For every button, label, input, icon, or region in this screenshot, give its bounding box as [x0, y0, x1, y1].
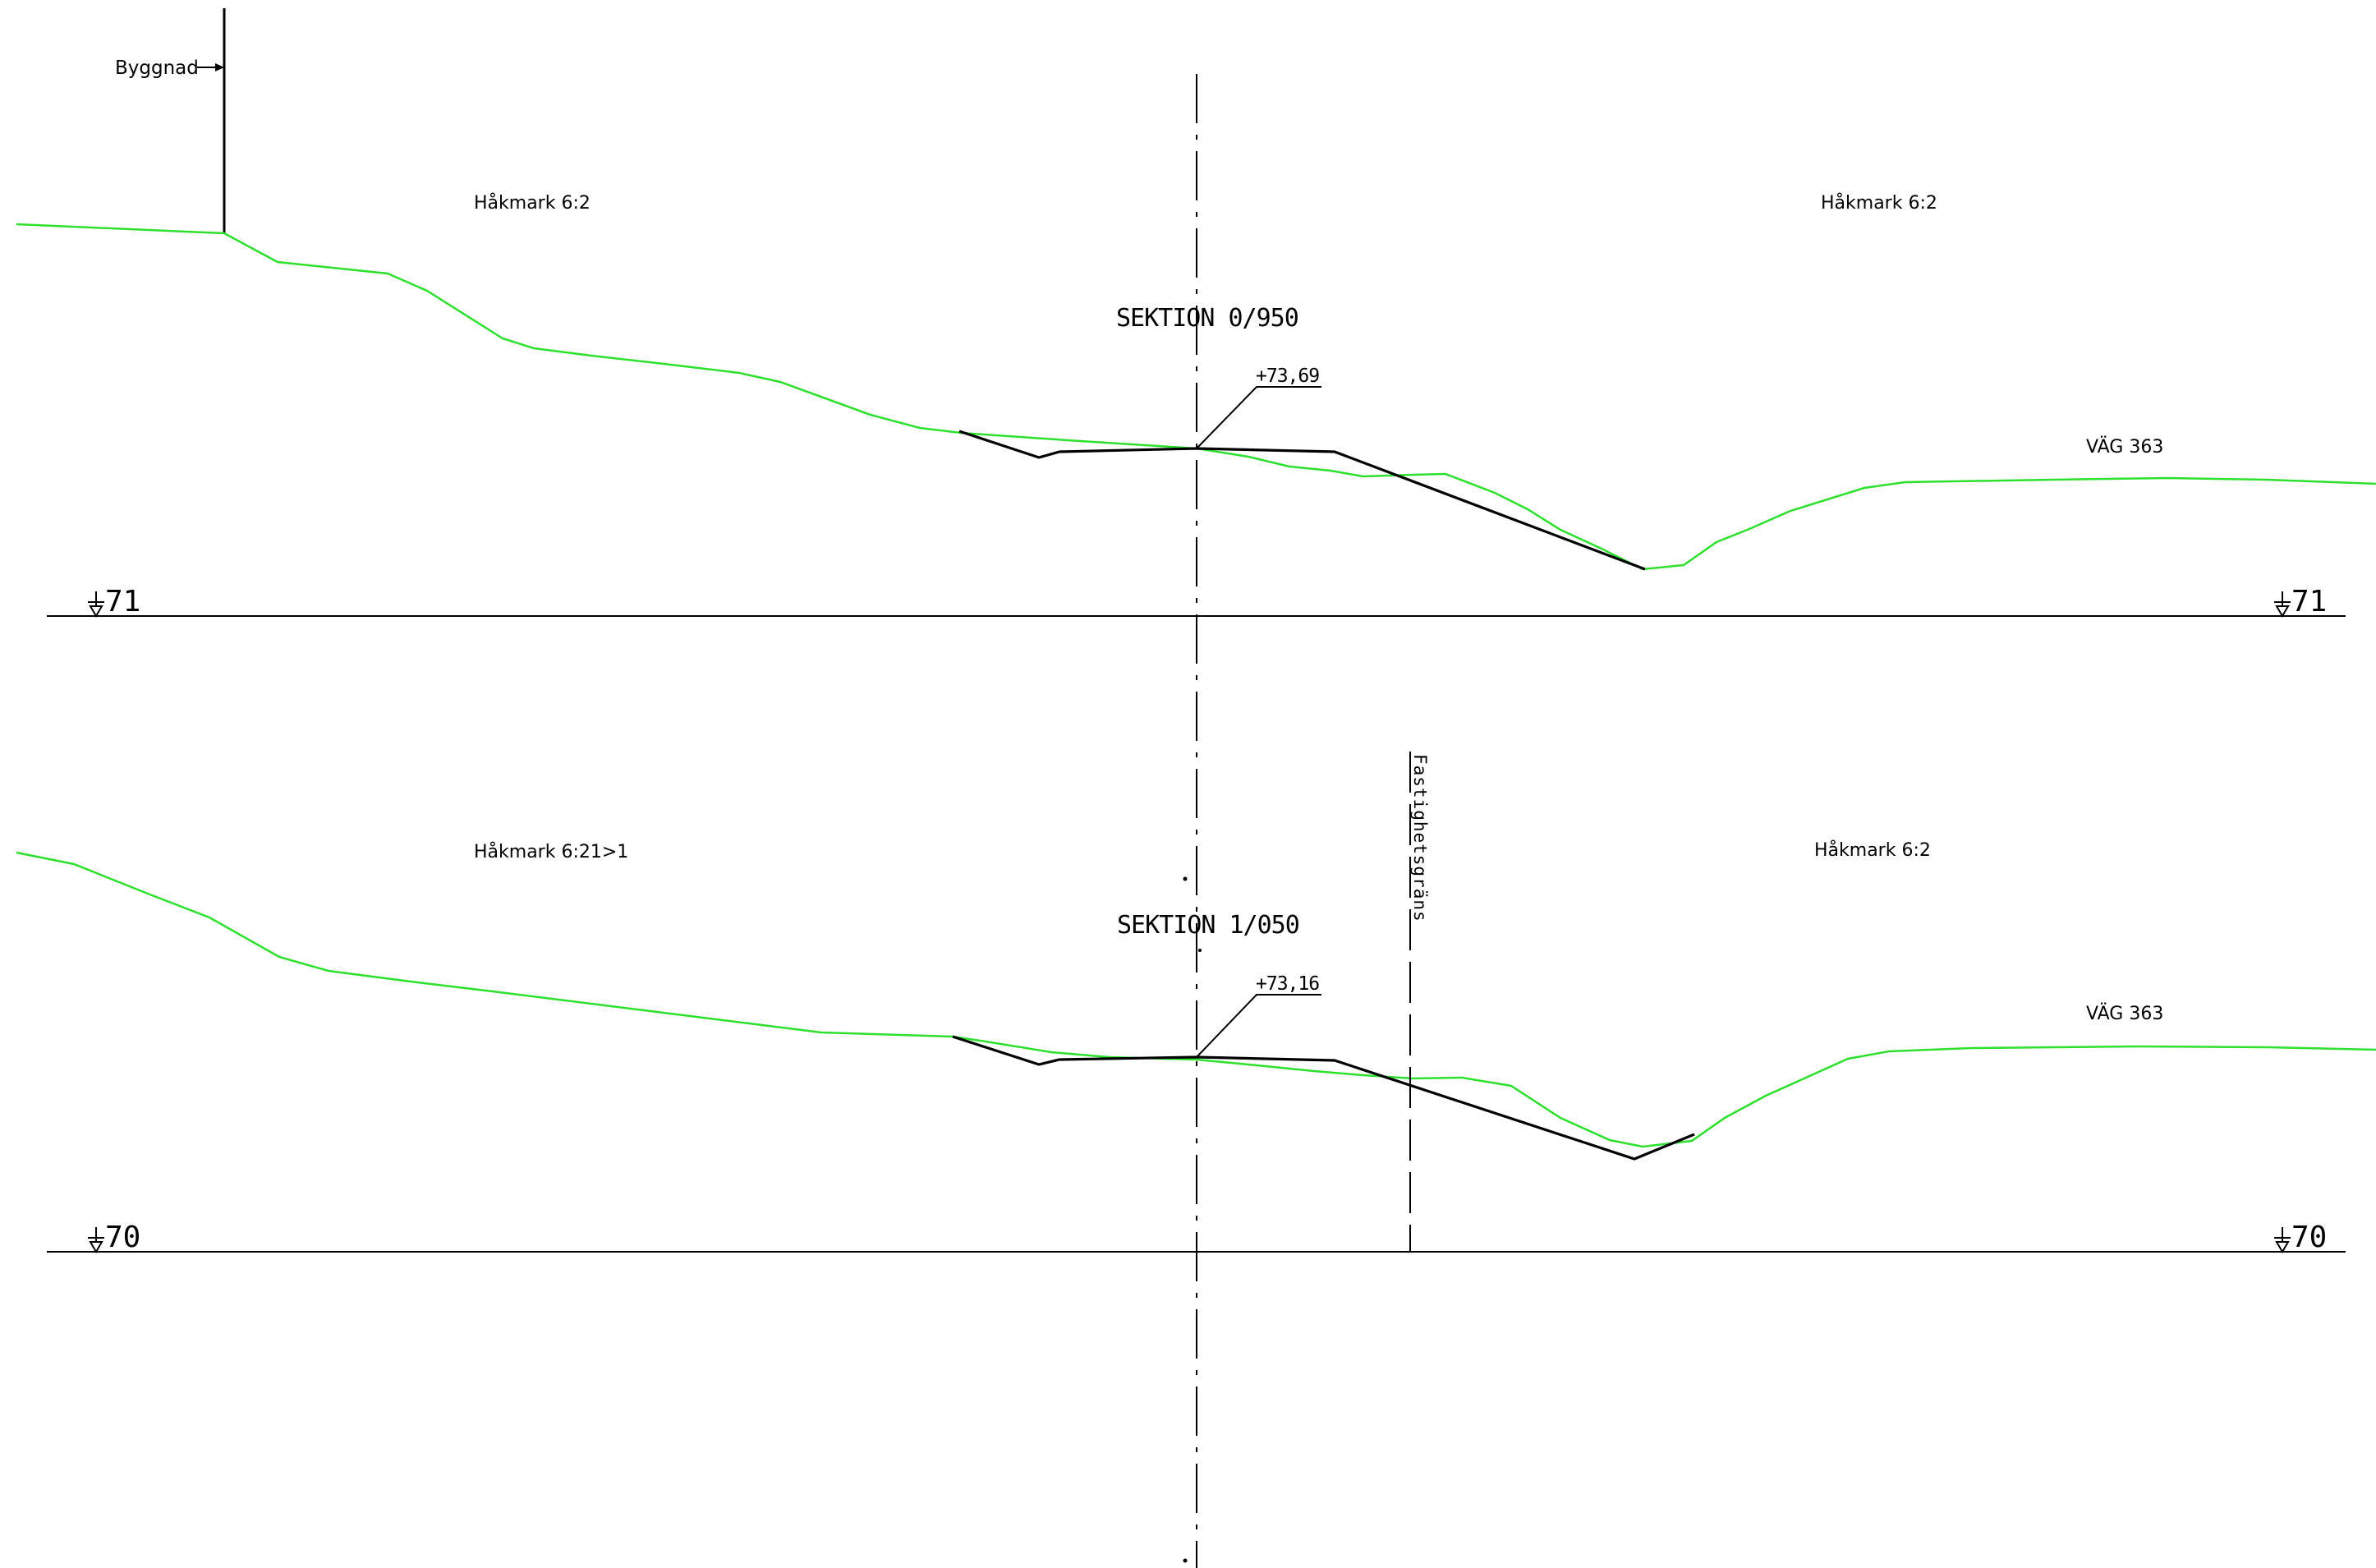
datum-marker-upper-right	[2274, 591, 2291, 618]
centerline-dot-1	[1183, 876, 1188, 881]
datum-label-lower-left: 70	[105, 1221, 140, 1254]
section-title-upper: SEKTION 0/950	[1116, 304, 1298, 333]
elevation-label-upper: +73,69	[1256, 366, 1319, 387]
building-leader-arrow	[215, 63, 224, 71]
property-label-upper-right: Håkmark 6:2	[1821, 192, 1937, 214]
section-title-lower: SEKTION 1/050	[1117, 911, 1299, 940]
datum-label-upper-right: 71	[2291, 585, 2327, 618]
centerline-dot-3	[1183, 1558, 1188, 1563]
road-label-upper: VÄG 363	[2086, 436, 2163, 458]
road-label-lower: VÄG 363	[2086, 1003, 2163, 1024]
datum-marker-upper-left	[88, 591, 104, 618]
datum-label-upper-left: 71	[105, 585, 140, 618]
elevation-label-lower: +73,16	[1256, 973, 1319, 995]
section-0-950: Byggnad +73,69 SEKTION 0/950 Håkmark 6:2…	[16, 8, 2376, 618]
datum-marker-lower-right	[2274, 1227, 2291, 1253]
section-1-050: Fastighetsgräns +73,16 SEKTION 1/050 Håk…	[16, 752, 2376, 1254]
property-label-upper-left: Håkmark 6:2	[474, 192, 591, 214]
property-boundary-label: Fastighetsgräns	[1410, 754, 1430, 922]
building-label: Byggnad	[115, 57, 199, 79]
terrain-line-upper	[16, 223, 2376, 571]
road-profile-lower	[952, 1035, 1695, 1161]
datum-marker-lower-left	[88, 1227, 104, 1253]
property-label-lower-right: Håkmark 6:2	[1814, 839, 1931, 861]
terrain-line-lower	[16, 851, 2376, 1148]
elevation-leader-lower	[1196, 994, 1321, 1058]
centerline-dot-2	[1198, 949, 1202, 952]
datum-label-lower-right: 70	[2291, 1221, 2327, 1254]
property-label-lower-left: Håkmark 6:21>1	[474, 841, 628, 862]
elevation-leader-upper	[1196, 386, 1321, 449]
road-profile-upper	[958, 430, 1646, 571]
